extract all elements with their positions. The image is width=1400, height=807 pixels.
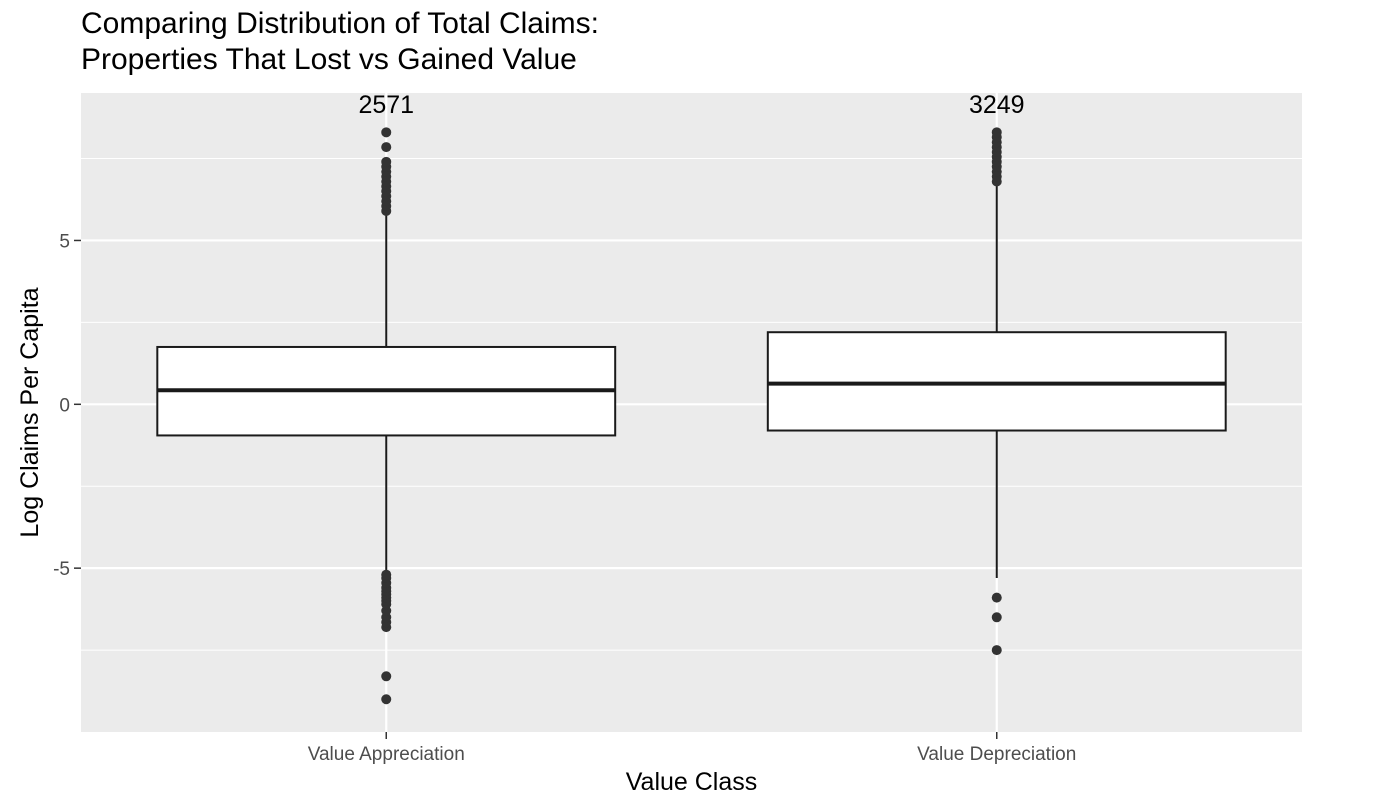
box-layer: 2571 3249: [156, 91, 1227, 705]
chart-title-line-2: Properties That Lost vs Gained Value: [81, 43, 577, 76]
outlier-point: [381, 671, 392, 682]
y-tick-label: -5: [53, 559, 70, 580]
outlier-point: [381, 694, 392, 705]
interquartile-box: [766, 331, 1227, 432]
outlier-point: [381, 569, 392, 580]
outlier-point: [991, 612, 1002, 623]
outlier-point: [991, 645, 1002, 656]
outlier-point: [991, 592, 1002, 603]
x-tick-label: Value Depreciation: [917, 744, 1076, 765]
x-axis-title: Value Class: [626, 768, 758, 796]
outlier-point: [381, 142, 392, 153]
y-axis-title: Log Claims Per Capita: [16, 287, 44, 537]
outlier-point: [381, 127, 392, 138]
x-tick-label: Value Appreciation: [308, 744, 465, 765]
outlier-point: [991, 127, 1002, 138]
count-label: 3249: [969, 91, 1025, 119]
chart-title: Comparing Distribution of Total Claims: …: [81, 6, 599, 78]
chart-title-line-1: Comparing Distribution of Total Claims:: [81, 7, 599, 40]
count-label: 2571: [358, 91, 414, 119]
outlier-point: [381, 156, 392, 167]
axis-layer: -5 0 5 Value Appreciation Value Depreciation: [53, 231, 1076, 765]
y-tick-label: 5: [59, 231, 70, 252]
box-value-depreciation: 3249: [766, 91, 1227, 656]
y-tick-label: 0: [59, 395, 70, 416]
box-value-appreciation: 2571: [156, 91, 617, 705]
